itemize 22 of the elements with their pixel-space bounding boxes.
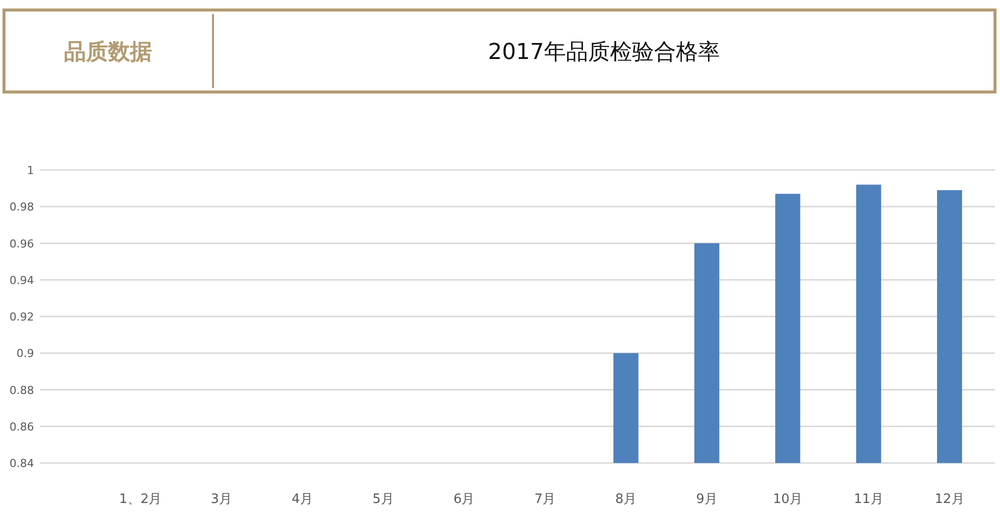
y-tick-label: 0.94 bbox=[10, 274, 34, 287]
y-tick-label: 0.92 bbox=[10, 310, 34, 324]
y-tick-label: 0.98 bbox=[10, 200, 34, 214]
x-tick-label: 10月 bbox=[772, 492, 802, 507]
x-tick-label: 3月 bbox=[210, 492, 232, 507]
y-tick-label: 0.86 bbox=[10, 420, 34, 434]
y-tick-label: 1 bbox=[27, 164, 34, 177]
x-tick-label: 8月 bbox=[615, 492, 637, 507]
y-tick-label: 0.88 bbox=[10, 384, 34, 397]
x-tick-label: 12月 bbox=[934, 492, 964, 507]
x-tick-label: 6月 bbox=[453, 492, 475, 507]
x-tick-label: 1、2月 bbox=[119, 492, 162, 507]
x-tick-label: 11月 bbox=[854, 492, 884, 507]
chart-title: 2017年品质检验合格率 bbox=[488, 40, 720, 65]
y-tick-label: 0.84 bbox=[10, 457, 34, 470]
x-tick-label: 9月 bbox=[696, 492, 718, 507]
text: 品质数据 bbox=[64, 40, 152, 65]
y-tick-label: 0.9 bbox=[16, 347, 34, 360]
y-tick-label: 0.96 bbox=[10, 237, 34, 250]
x-tick-label: 7月 bbox=[534, 492, 556, 507]
x-tick-label: 4月 bbox=[292, 492, 313, 507]
x-tick-label: 5月 bbox=[372, 492, 394, 507]
